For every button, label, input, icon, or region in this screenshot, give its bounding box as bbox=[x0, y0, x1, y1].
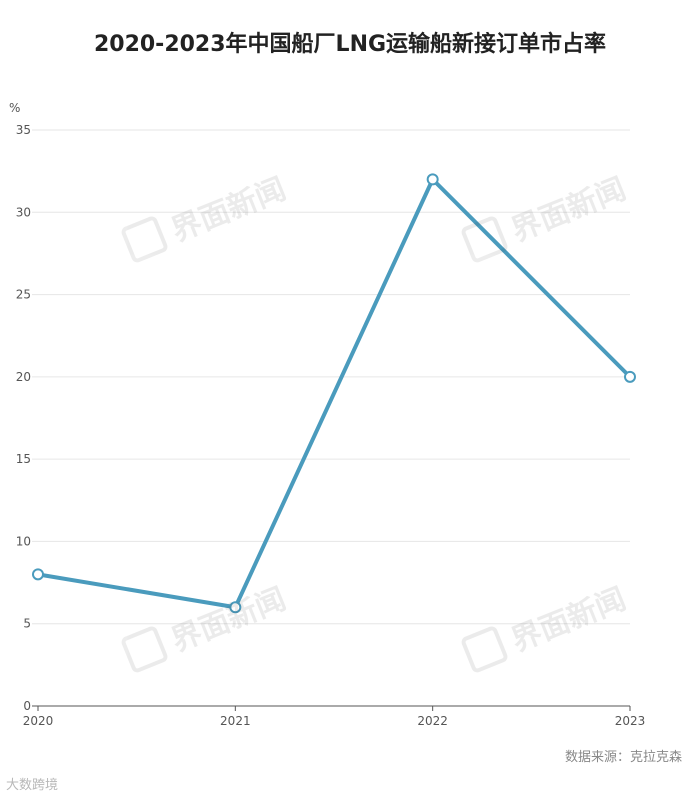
y-tick-label: 30 bbox=[16, 205, 31, 219]
y-tick-label: 10 bbox=[16, 534, 31, 548]
data-point bbox=[426, 173, 439, 186]
y-tick-label: 35 bbox=[16, 123, 31, 137]
grid-layer bbox=[32, 129, 630, 625]
series-line bbox=[36, 177, 632, 610]
chart-title: 2020-2023年中国船厂LNG运输船新接订单市占率 bbox=[93, 32, 607, 57]
corner-logo: 大数跨境 bbox=[6, 778, 59, 793]
data-source: 数据来源：克拉克森 bbox=[564, 750, 682, 765]
x-tick-label: 2020 bbox=[23, 714, 54, 728]
series-layer bbox=[32, 173, 636, 614]
axis-layer: 0 5 10 15 20 25 30 35 2020 2021 2022 2023 bbox=[16, 123, 646, 728]
x-tick-label: 2023 bbox=[615, 714, 646, 728]
y-tick-label: 0 bbox=[23, 699, 31, 713]
data-point bbox=[624, 370, 636, 383]
data-point bbox=[229, 601, 242, 614]
y-tick-label: 20 bbox=[16, 370, 31, 384]
data-point bbox=[32, 568, 44, 581]
y-tick-label: 25 bbox=[16, 288, 31, 302]
y-tick-label: 5 bbox=[23, 617, 31, 631]
y-tick-label: 15 bbox=[16, 452, 31, 466]
y-axis-unit: % bbox=[9, 101, 21, 115]
x-tick-label: 2021 bbox=[220, 714, 251, 728]
x-tick-label: 2022 bbox=[417, 714, 448, 728]
